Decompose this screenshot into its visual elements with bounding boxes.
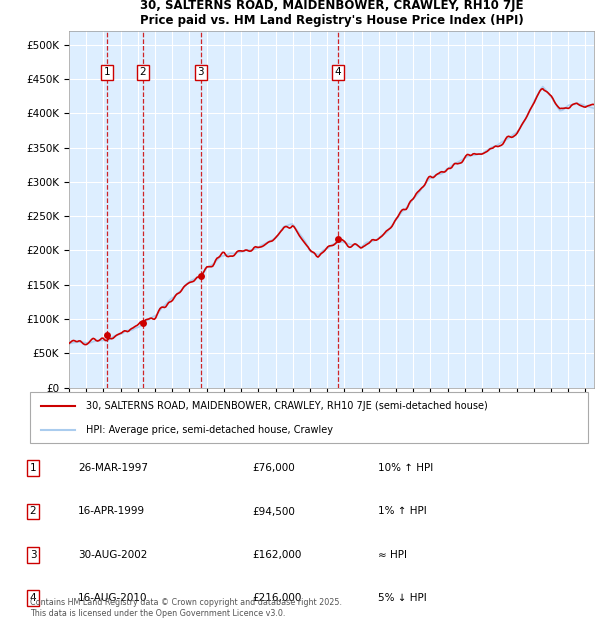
Text: 3: 3 [197,67,204,77]
Text: 5% ↓ HPI: 5% ↓ HPI [378,593,427,603]
Text: 1: 1 [104,67,110,77]
Text: 3: 3 [29,550,37,560]
Title: 30, SALTERNS ROAD, MAIDENBOWER, CRAWLEY, RH10 7JE
Price paid vs. HM Land Registr: 30, SALTERNS ROAD, MAIDENBOWER, CRAWLEY,… [140,0,523,27]
Text: 26-MAR-1997: 26-MAR-1997 [78,463,148,473]
FancyBboxPatch shape [30,392,588,443]
Text: 4: 4 [29,593,37,603]
Text: HPI: Average price, semi-detached house, Crawley: HPI: Average price, semi-detached house,… [86,425,333,435]
Text: 16-APR-1999: 16-APR-1999 [78,507,145,516]
Text: £216,000: £216,000 [252,593,301,603]
Text: 10% ↑ HPI: 10% ↑ HPI [378,463,433,473]
Text: 16-AUG-2010: 16-AUG-2010 [78,593,148,603]
Text: 30, SALTERNS ROAD, MAIDENBOWER, CRAWLEY, RH10 7JE (semi-detached house): 30, SALTERNS ROAD, MAIDENBOWER, CRAWLEY,… [86,401,488,411]
Text: 1% ↑ HPI: 1% ↑ HPI [378,507,427,516]
Text: 30-AUG-2002: 30-AUG-2002 [78,550,148,560]
Text: £162,000: £162,000 [252,550,301,560]
Text: £76,000: £76,000 [252,463,295,473]
Text: 2: 2 [29,507,37,516]
Text: £94,500: £94,500 [252,507,295,516]
Text: 2: 2 [140,67,146,77]
Text: 4: 4 [335,67,341,77]
Text: ≈ HPI: ≈ HPI [378,550,407,560]
Text: 1: 1 [29,463,37,473]
Text: Contains HM Land Registry data © Crown copyright and database right 2025.
This d: Contains HM Land Registry data © Crown c… [30,598,342,618]
